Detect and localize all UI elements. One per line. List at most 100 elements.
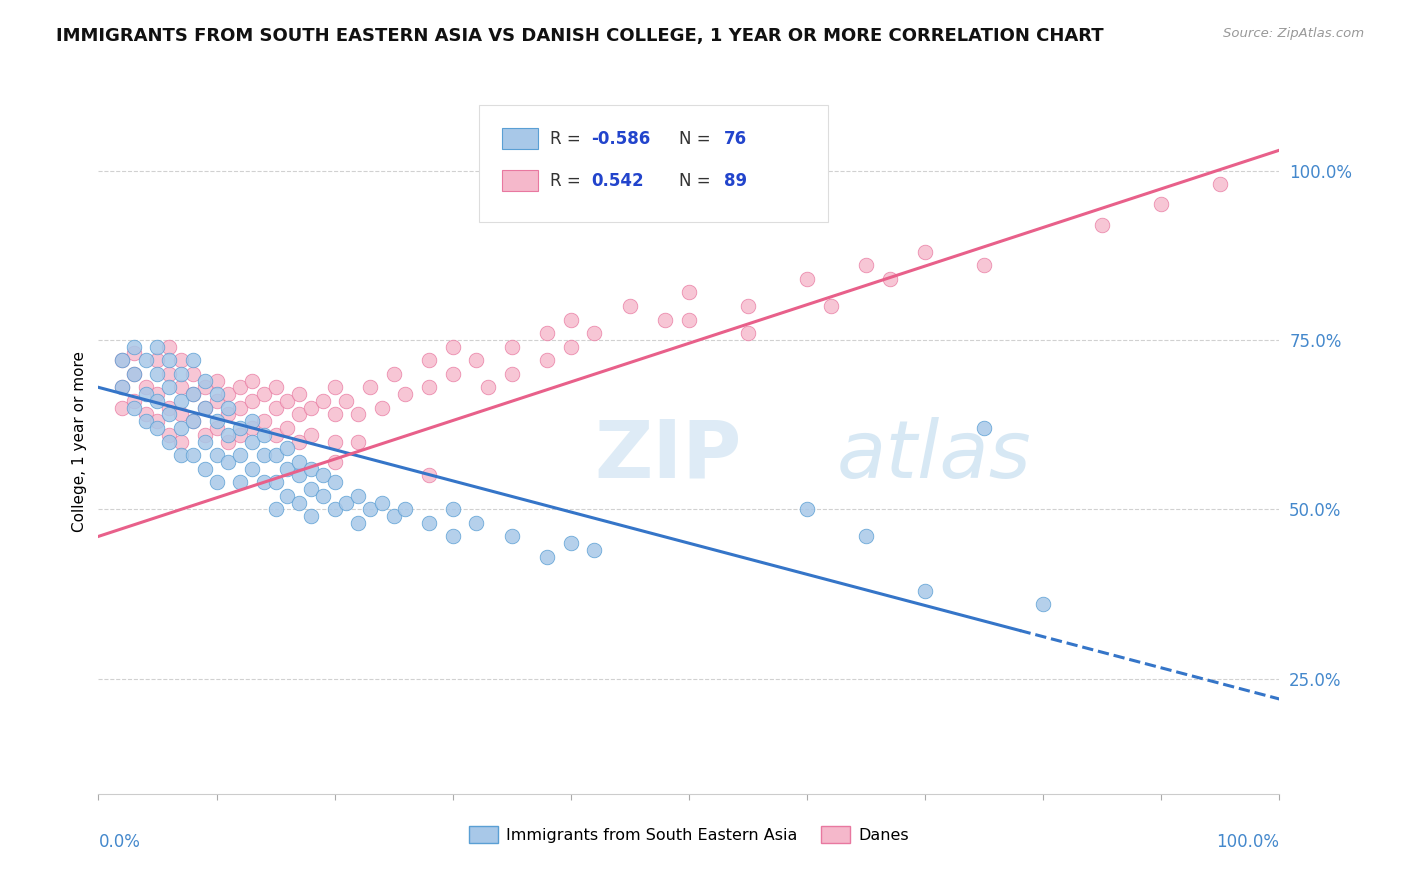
Point [229,380,252,394]
Point [205,448,228,462]
Point [973,421,995,435]
Text: 0.0%: 0.0% [98,832,141,851]
Point [146,414,169,428]
Text: 89: 89 [724,172,748,190]
Point [135,387,157,401]
Point [288,408,311,422]
Point [146,421,169,435]
Point [181,414,204,428]
Point [288,468,311,483]
Point [253,448,276,462]
Point [371,495,394,509]
Point [253,427,276,442]
Point [382,509,405,524]
Point [820,299,842,313]
Text: R =: R = [550,129,585,147]
Point [347,489,370,503]
Point [217,455,239,469]
Point [914,244,936,259]
Point [240,393,263,408]
Point [181,387,204,401]
Text: 76: 76 [724,129,748,147]
Point [299,427,322,442]
Point [276,393,298,408]
FancyBboxPatch shape [502,170,537,192]
Point [135,414,157,428]
Point [217,434,239,449]
Point [135,353,157,368]
Point [536,549,558,564]
Point [146,353,169,368]
Point [240,461,263,475]
Text: Source: ZipAtlas.com: Source: ZipAtlas.com [1223,27,1364,40]
Point [170,353,193,368]
Point [122,340,145,354]
Point [796,272,818,286]
Point [264,427,287,442]
Point [181,414,204,428]
Point [264,401,287,415]
Point [157,380,180,394]
Point [229,401,252,415]
Point [170,421,193,435]
Point [111,401,134,415]
Text: 100.0%: 100.0% [1216,832,1279,851]
Point [229,475,252,490]
Point [157,434,180,449]
Point [441,340,464,354]
Point [536,326,558,340]
Point [122,393,145,408]
Point [264,475,287,490]
Point [359,502,381,516]
Point [299,482,322,496]
Point [170,393,193,408]
Point [170,367,193,381]
Point [217,387,239,401]
Point [347,408,370,422]
Point [157,353,180,368]
Point [418,468,440,483]
Text: R =: R = [550,172,585,190]
Point [323,475,346,490]
Point [501,340,523,354]
Point [288,434,311,449]
Point [122,401,145,415]
Point [111,380,134,394]
Point [205,387,228,401]
Point [194,401,217,415]
Point [323,502,346,516]
Point [217,408,239,422]
Point [288,455,311,469]
Point [914,583,936,598]
Point [441,502,464,516]
Point [312,468,335,483]
Point [678,285,700,300]
Point [973,259,995,273]
Point [194,401,217,415]
Point [583,326,606,340]
Point [276,461,298,475]
Point [240,434,263,449]
Point [205,414,228,428]
Point [111,353,134,368]
Point [264,502,287,516]
Point [157,401,180,415]
Point [418,353,440,368]
Text: 0.542: 0.542 [591,172,644,190]
Point [205,475,228,490]
Point [146,340,169,354]
Point [335,495,357,509]
Point [122,367,145,381]
Point [737,299,759,313]
Point [122,346,145,360]
Point [253,475,276,490]
Point [157,340,180,354]
Point [264,448,287,462]
Point [312,489,335,503]
Text: ZIP: ZIP [595,417,742,495]
Point [253,387,276,401]
Point [560,536,582,550]
Point [194,427,217,442]
Point [299,509,322,524]
Point [194,434,217,449]
